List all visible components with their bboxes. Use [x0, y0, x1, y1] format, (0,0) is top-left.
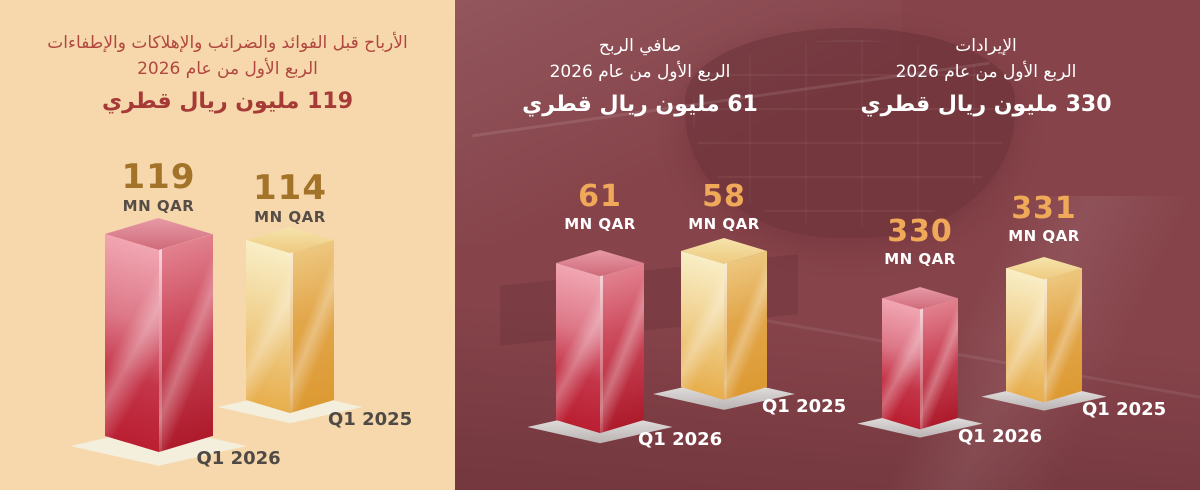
chart-subtitle: الربع الأول من عام 2026 — [549, 62, 731, 82]
bar-unit: MN QAR — [122, 197, 195, 215]
bar-unit: MN QAR — [1008, 227, 1080, 245]
bar-face-left — [246, 240, 290, 414]
chart-subtitle: الربع الأول من عام 2026 — [137, 59, 318, 79]
chart-headline: 330 مليون ريال قطري — [860, 92, 1112, 117]
bar-3d-gold — [246, 227, 334, 414]
bar-3d-red — [556, 250, 644, 434]
bar-period-label: Q1 2025 — [762, 396, 847, 417]
bar-unit: MN QAR — [688, 215, 760, 233]
photo-cylindrical-building — [685, 28, 1015, 238]
bar-period-label: Q1 2025 — [328, 409, 413, 430]
bar-face-right — [920, 298, 958, 430]
bar-face-left — [1006, 268, 1044, 403]
bar-value-block: 331 MN QAR — [1008, 194, 1080, 244]
bar-group-revenues-q1-2026: 330 MN QAR Q1 2026 — [857, 217, 1042, 447]
chart-subtitle: الربع الأول من عام 2026 — [895, 62, 1077, 82]
bar-face-right — [1044, 268, 1082, 403]
bar-group-net-profit-q1-2026: 61 MN QAR Q1 2026 — [527, 182, 722, 450]
bar-value: 330 — [887, 214, 953, 249]
bar-face-left — [105, 234, 159, 452]
bar-unit: MN QAR — [884, 250, 956, 268]
bar-value-block: 58 MN QAR — [688, 182, 760, 232]
bar-group-net-profit-q1-2025: 58 MN QAR Q1 2025 — [653, 182, 846, 417]
bar-3d-red — [882, 287, 958, 430]
bar-group-revenues-q1-2025: 331 MN QAR Q1 2025 — [981, 194, 1166, 420]
chart-headline: 61 مليون ريال قطري — [522, 92, 758, 117]
bar-value-block: 114 MN QAR — [253, 171, 327, 225]
bar-face-left — [882, 298, 920, 430]
chart-title: الإيرادات — [955, 36, 1017, 56]
bar-value: 119 — [121, 157, 196, 197]
bar-period-label: Q1 2026 — [638, 429, 723, 450]
chart-title: الأرباح قبل الفوائد والضرائب والإهلاكات … — [47, 33, 408, 53]
bar-unit: MN QAR — [564, 215, 636, 233]
bar-value-block: 61 MN QAR — [564, 182, 636, 232]
bar-group-ebitda-q1-2025: 114 MN QAR Q1 2025 — [217, 171, 412, 430]
chart-headline: 119 مليون ريال قطري — [101, 89, 354, 114]
bar-face-right — [600, 263, 644, 434]
chart-title: صافي الربح — [598, 36, 682, 56]
bar-3d-gold — [681, 238, 767, 400]
bar-face-right — [724, 251, 767, 400]
bar-face-left — [681, 251, 724, 400]
panel-ebitda: الأرباح قبل الفوائد والضرائب والإهلاكات … — [0, 0, 455, 490]
bar-period-label: Q1 2026 — [196, 448, 281, 469]
bar-face-left — [556, 263, 600, 434]
bar-value-block: 330 MN QAR — [884, 217, 956, 267]
ebitda-header: الأرباح قبل الفوائد والضرائب والإهلاكات … — [20, 30, 435, 117]
bar-3d-red — [105, 218, 212, 452]
bar-value: 58 — [702, 179, 746, 214]
bar-period-label: Q1 2025 — [1082, 398, 1167, 420]
bar-unit: MN QAR — [254, 208, 326, 226]
bar-face-right — [290, 240, 334, 414]
photo-roof-highlight — [455, 0, 902, 245]
bar-value: 331 — [1011, 191, 1077, 226]
net-profit-header: صافي الربح الربع الأول من عام 2026 61 مل… — [460, 33, 820, 120]
bar-group-ebitda-q1-2026: 119 MN QAR Q1 2026 — [70, 160, 281, 469]
bar-value-block: 119 MN QAR — [122, 160, 196, 214]
bar-value: 114 — [253, 168, 327, 208]
bar-value: 61 — [578, 179, 622, 214]
bar-period-label: Q1 2026 — [958, 425, 1043, 447]
revenues-header: الإيرادات الربع الأول من عام 2026 330 مل… — [806, 33, 1166, 120]
bar-3d-gold — [1006, 257, 1082, 403]
bar-face-right — [158, 234, 212, 452]
